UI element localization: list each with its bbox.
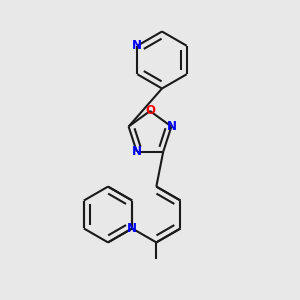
Text: N: N [127,222,137,235]
Text: N: N [132,145,142,158]
Text: N: N [167,120,176,133]
Text: N: N [132,39,142,52]
Text: O: O [145,104,155,118]
